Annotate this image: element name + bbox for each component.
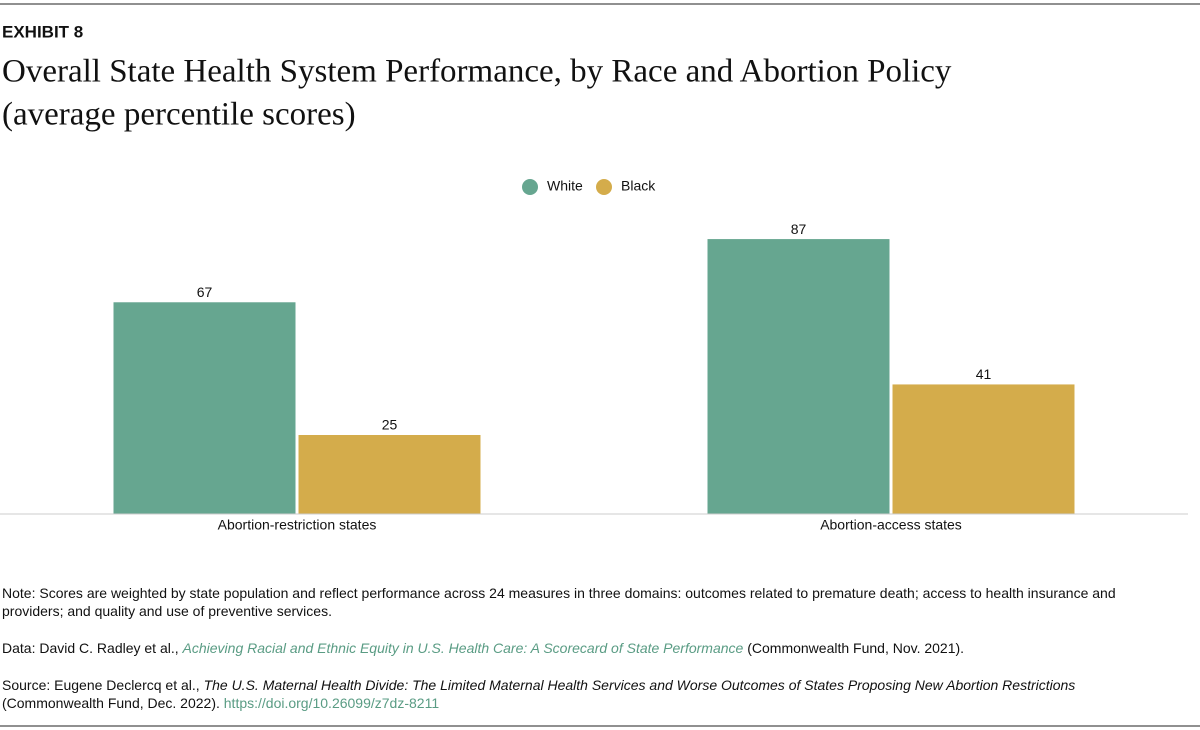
legend-label: Black [621,178,656,194]
source-note: Source: Eugene Declercq et al., The U.S.… [2,676,1172,712]
legend-swatch [522,179,538,195]
data-prefix: Data: David C. Radley et al., [2,640,179,656]
legend-label: White [547,178,583,194]
data-title-link[interactable]: Achieving Racial and Ethnic Equity in U.… [182,640,744,656]
bar [113,302,296,514]
legend-swatch [596,179,612,195]
source-link[interactable]: https://doi.org/10.26099/z7dz-8211 [223,695,440,711]
value-label: 41 [976,366,992,382]
x-tick-label: Abortion-restriction states [218,517,377,533]
data-note: Data: David C. Radley et al., Achieving … [2,639,1172,657]
bar [892,384,1075,514]
value-label: 67 [197,284,213,300]
value-label: 25 [382,417,398,433]
x-tick-label: Abortion-access states [820,517,962,533]
source-title: The U.S. Maternal Health Divide: The Lim… [203,677,1076,693]
note: Note: Scores are weighted by state popul… [2,585,1116,619]
chart-subtitle: (average percentile scores) [2,97,356,133]
source-prefix: Source: Eugene Declercq et al., [2,677,200,693]
bar [298,435,481,514]
exhibit-label: EXHIBIT 8 [2,22,83,41]
value-label: 87 [791,221,807,237]
data-suffix: (Commonwealth Fund, Nov. 2021). [747,640,965,656]
bar [707,239,890,514]
source-suffix: (Commonwealth Fund, Dec. 2022). [2,695,220,711]
chart-title: Overall State Health System Performance,… [2,54,952,90]
